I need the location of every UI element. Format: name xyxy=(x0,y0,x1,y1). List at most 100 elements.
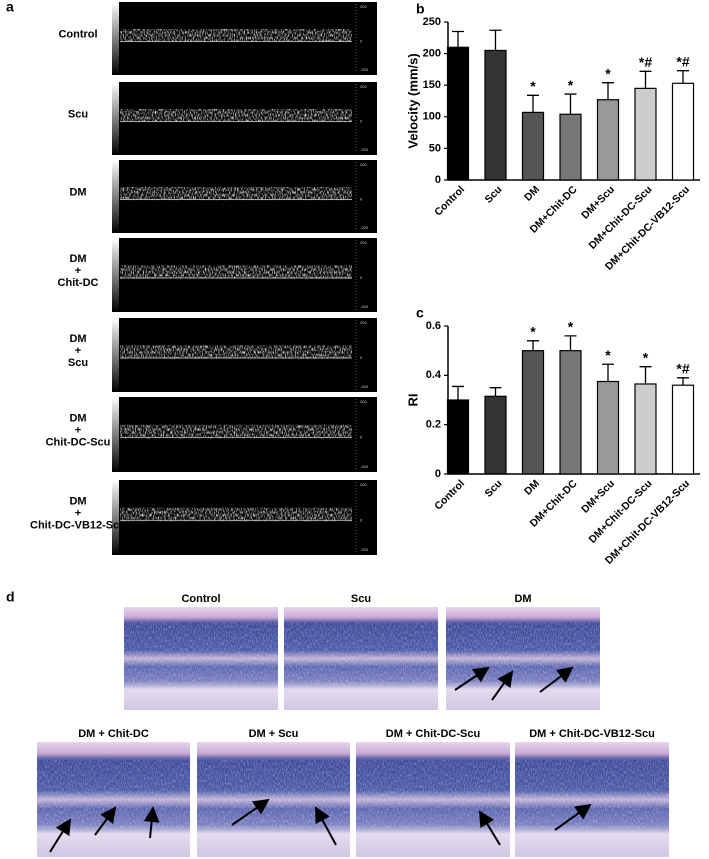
image-title: DM xyxy=(514,593,531,605)
x-tick-label: DM+Scu xyxy=(579,478,617,516)
gray-strip xyxy=(112,397,119,472)
gray-strip xyxy=(112,480,119,555)
y-tick-label: 250 xyxy=(423,16,441,28)
error-bar xyxy=(602,82,614,100)
scale-label: 0 xyxy=(360,196,363,201)
scale-label: -200 xyxy=(360,147,369,152)
scale-label: 200 xyxy=(360,482,367,487)
gray-strip xyxy=(112,318,119,392)
error-bar xyxy=(564,93,577,115)
error-bar xyxy=(677,377,689,386)
x-tick-label: DM xyxy=(522,477,542,497)
scale-label: 200 xyxy=(360,320,367,325)
scale-label: 0 xyxy=(360,275,363,280)
y-tick-label: 0.4 xyxy=(426,369,442,381)
gray-strip xyxy=(112,82,119,155)
bar xyxy=(446,46,470,181)
y-axis-title: RI xyxy=(405,394,420,407)
arrow xyxy=(539,666,574,693)
scale-label: 200 xyxy=(360,240,367,245)
bar xyxy=(559,113,582,181)
row-label: Chit-DC-VB12-Scu xyxy=(30,519,126,531)
scale-label: 0 xyxy=(360,435,363,440)
significance-mark: *# xyxy=(639,54,652,70)
scale-label: -200 xyxy=(360,547,369,552)
row-label: Chit-DC-Scu xyxy=(46,436,111,448)
flow-signal xyxy=(120,345,352,359)
x-tick-label: DM+Chit-DC-Scu xyxy=(586,184,654,252)
y-axis-title: Velocity (mm/s) xyxy=(405,53,420,148)
flow-signal xyxy=(120,109,352,123)
bar xyxy=(634,87,657,181)
scale-label: 200 xyxy=(360,84,367,89)
flow-signal xyxy=(120,29,352,43)
error-bar xyxy=(564,335,577,351)
y-tick-label: 0.6 xyxy=(426,320,441,332)
error-bar xyxy=(602,363,614,382)
significance-mark: * xyxy=(605,65,611,81)
panel-letter: c xyxy=(416,305,424,321)
flow-signal xyxy=(120,507,352,522)
significance-mark: *# xyxy=(676,53,689,69)
significance-mark: * xyxy=(568,319,574,335)
row-label: + xyxy=(75,265,81,277)
y-tick-label: 150 xyxy=(423,79,441,91)
scale-label: 200 xyxy=(360,4,367,9)
error-bar xyxy=(677,70,689,84)
x-tick-label: DM xyxy=(522,183,542,203)
histology-texture xyxy=(124,622,278,685)
histology-texture xyxy=(515,759,669,829)
arrow xyxy=(49,818,72,853)
error-bar xyxy=(489,387,502,397)
arrow xyxy=(143,806,160,839)
bar xyxy=(484,395,507,475)
significance-mark: *# xyxy=(676,361,689,377)
y-tick-label: 0.2 xyxy=(426,419,441,431)
significance-mark: * xyxy=(530,324,536,340)
flow-signal xyxy=(120,265,352,279)
x-tick-label: Control xyxy=(432,478,467,513)
bar xyxy=(521,350,545,475)
histology-texture xyxy=(197,759,350,829)
error-bar xyxy=(452,385,464,400)
image-title: DM + Chit-DC-Scu xyxy=(386,728,480,740)
significance-mark: * xyxy=(643,349,649,365)
x-tick-label: Scu xyxy=(482,478,504,500)
error-bar xyxy=(639,70,652,89)
error-bar xyxy=(527,94,539,113)
significance-mark: * xyxy=(568,77,574,93)
arrow xyxy=(491,670,514,701)
gray-strip xyxy=(112,2,119,75)
panel-letter: b xyxy=(416,1,425,17)
bar xyxy=(521,111,545,181)
image-title: Control xyxy=(181,593,220,605)
bar xyxy=(596,380,620,475)
y-tick-label: 100 xyxy=(423,111,441,123)
row-label: DM xyxy=(69,333,86,345)
arrow xyxy=(454,666,490,691)
y-tick-label: 0 xyxy=(435,468,441,480)
arrow xyxy=(554,803,592,831)
scale-label: 0 xyxy=(360,38,363,43)
image-title: Scu xyxy=(351,593,371,605)
row-label: + xyxy=(75,424,81,436)
significance-mark: * xyxy=(530,78,536,94)
scale-label: 200 xyxy=(360,162,367,167)
significance-mark: * xyxy=(605,347,611,363)
y-tick-label: 50 xyxy=(429,142,441,154)
gray-strip xyxy=(112,238,119,312)
x-tick-label: Scu xyxy=(482,184,504,206)
error-bar xyxy=(452,30,464,48)
row-label: DM xyxy=(69,186,86,198)
scale-label: -200 xyxy=(360,464,369,469)
bar xyxy=(484,49,507,181)
x-tick-label: Control xyxy=(432,184,467,219)
scale-label: 0 xyxy=(360,518,363,523)
flow-signal xyxy=(120,424,352,439)
arrow xyxy=(478,810,501,846)
row-label: Chit-DC xyxy=(58,277,99,289)
y-tick-label: 0 xyxy=(435,174,441,186)
scale-label: -200 xyxy=(360,304,369,309)
scale-label: -200 xyxy=(360,384,369,389)
